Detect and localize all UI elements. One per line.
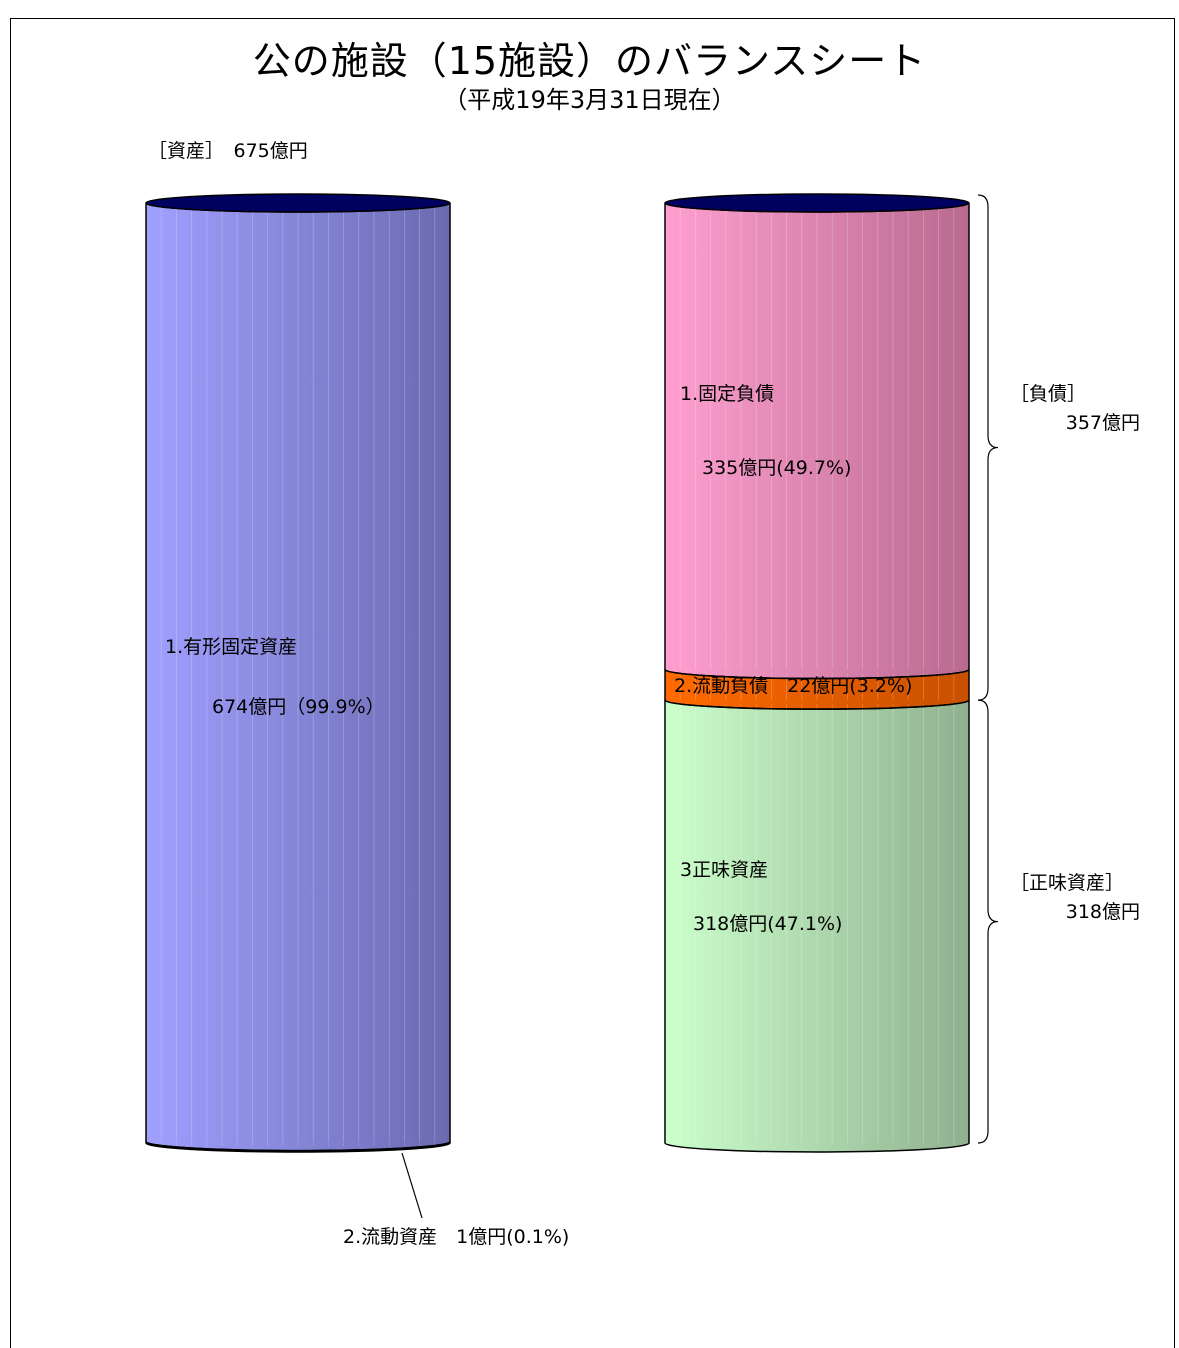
chart-frame bbox=[10, 18, 1175, 1348]
seam-1 bbox=[664, 669, 970, 680]
asset-segment-2-leader bbox=[401, 1152, 423, 1219]
asset-segment-2 bbox=[145, 1141, 451, 1153]
seam-2 bbox=[664, 699, 970, 710]
assets-cylinder-top bbox=[145, 193, 451, 213]
asset-segment-2-label: 2.流動資産 1億円(0.1%) bbox=[343, 1226, 569, 1248]
liability-segment-1-value: 335億円(49.7%) bbox=[702, 457, 851, 479]
asset-segment-1-name: 1.有形固定資産 bbox=[165, 636, 297, 658]
chart-subtitle: （平成19年3月31日現在） bbox=[443, 86, 736, 114]
asset-segment-1-value: 674億円（99.9%） bbox=[212, 696, 385, 718]
liabilities-group-label: ［負債］ bbox=[1010, 383, 1086, 405]
liabilities-group-total: 357億円 bbox=[1066, 412, 1140, 434]
net-assets-group-label: ［正味資産］ bbox=[1010, 872, 1124, 894]
net-assets-group-total: 318億円 bbox=[1066, 901, 1140, 923]
liabilities-cylinder-top bbox=[664, 193, 970, 213]
asset-segment-1-stripes bbox=[160, 207, 436, 1142]
net-assets-name: 3正味資産 bbox=[680, 859, 768, 881]
liability-segment-1-stripes bbox=[679, 207, 955, 670]
liabilities-brace bbox=[977, 194, 999, 701]
net-assets-value: 318億円(47.1%) bbox=[693, 913, 842, 935]
assets-total-label: ［資産］ 675億円 bbox=[148, 140, 308, 162]
asset-segment-2-stripes bbox=[160, 1143, 436, 1146]
net-assets-brace bbox=[977, 699, 999, 1144]
liability-segment-3-stripes bbox=[679, 704, 955, 1143]
liability-segment-1-name: 1.固定負債 bbox=[680, 383, 774, 405]
liability-segment-2-label: 2.流動負債 22億円(3.2%) bbox=[674, 675, 912, 697]
chart-title: 公の施設（15施設）のバランスシート bbox=[252, 39, 927, 83]
